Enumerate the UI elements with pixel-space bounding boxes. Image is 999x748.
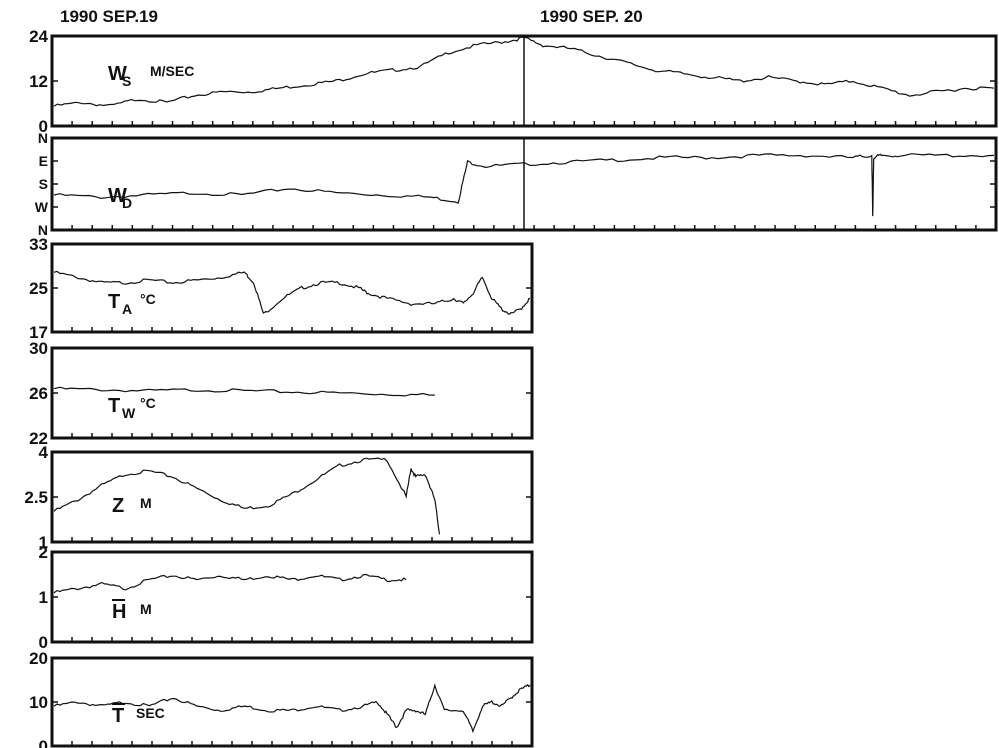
variable-label: W (108, 185, 127, 207)
y-tick-label: 1 (39, 533, 48, 552)
y-tick-label: 24 (29, 27, 48, 46)
y-tick-label: 0 (39, 737, 48, 748)
series-line-t (53, 683, 531, 734)
series-line-wd (53, 153, 995, 217)
y-tick-label: 2.5 (24, 488, 48, 507)
y-tick-label: 2 (39, 543, 48, 562)
panel-ta: 33 25 17 T A °C (29, 235, 534, 342)
y-tick-label: 26 (29, 384, 48, 403)
y-tick-label: E (39, 153, 48, 169)
unit-label: M/SEC (150, 63, 194, 79)
variable-label: W (108, 63, 127, 85)
panel-t: 20 10 0 T SEC (29, 649, 534, 748)
unit-label: M (140, 495, 152, 511)
y-tick-label: 30 (29, 339, 48, 358)
variable-subscript: A (122, 301, 132, 317)
series-line-h (53, 573, 407, 594)
y-tick-label: N (38, 130, 48, 146)
unit-label: M (140, 601, 152, 617)
series-line-z (53, 457, 441, 535)
variable-subscript: S (122, 73, 131, 89)
y-tick-label: 4 (39, 443, 49, 462)
panel-frame (50, 242, 534, 334)
panel-frame (50, 550, 534, 644)
y-tick-label: 33 (29, 235, 48, 254)
y-tick-label: 22 (29, 429, 48, 448)
date-label-sep-20: 1990 SEP. 20 (540, 7, 643, 26)
y-tick-label: 1 (39, 588, 48, 607)
y-tick-label: 12 (29, 72, 48, 91)
y-tick-label: 20 (29, 649, 48, 668)
variable-label: T (112, 705, 124, 727)
y-tick-label: 25 (29, 279, 48, 298)
y-tick-label: W (35, 199, 49, 215)
panel-h: 2 1 0 H M (39, 543, 534, 652)
date-label-sep-19: 1990 SEP.19 (60, 7, 158, 26)
variable-label: T (108, 395, 120, 417)
y-tick-label: 17 (29, 323, 48, 342)
variable-label: H (112, 601, 126, 623)
series-line-tw (53, 386, 435, 397)
series-line-ws (53, 36, 995, 107)
panel-tw: 30 26 22 T W°C (29, 339, 534, 448)
panel-z: 4 2.5 1 Z M (24, 443, 534, 552)
y-tick-label: S (39, 176, 48, 192)
variable-subscript: W (122, 405, 136, 421)
y-tick-label: 10 (29, 693, 48, 712)
variable-subscript: D (122, 195, 132, 211)
y-tick-label: 0 (39, 117, 48, 136)
y-tick-label: 0 (39, 633, 48, 652)
variable-label: T (108, 291, 120, 313)
unit-label: °C (140, 395, 156, 411)
panel-frame (50, 656, 534, 748)
panel-ws: 24 12 0 WS M/SEC (29, 27, 998, 136)
variable-label: Z (112, 495, 124, 517)
y-tick-label: N (38, 222, 48, 238)
series-line-ta (53, 270, 531, 315)
unit-label: SEC (136, 705, 165, 721)
unit-label: °C (140, 291, 156, 307)
